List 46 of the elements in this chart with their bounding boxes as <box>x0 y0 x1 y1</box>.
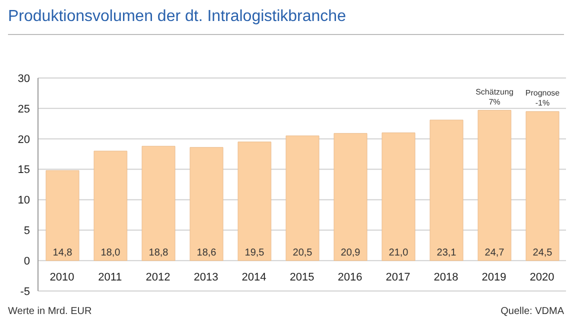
bar <box>94 150 128 261</box>
y-tick-label: -5 <box>20 286 30 298</box>
y-tick-label: 20 <box>18 134 30 146</box>
y-tick-label: 5 <box>24 225 30 238</box>
bar <box>430 120 464 261</box>
data-label: 20,5 <box>292 248 313 259</box>
data-label: 18,8 <box>148 248 169 259</box>
y-tick-label: 0 <box>24 255 30 268</box>
text: Werte in Mrd. EUR <box>8 306 92 317</box>
data-label: 20,9 <box>340 248 361 259</box>
bar <box>238 142 272 261</box>
x-tick-label: 2018 <box>434 271 458 284</box>
x-tick-label: 2014 <box>242 271 266 284</box>
bar <box>478 110 512 261</box>
y-tick-label: 15 <box>18 164 30 176</box>
data-label: 21,0 <box>388 248 409 259</box>
x-tick-label: 2013 <box>194 271 218 284</box>
data-label: 19,5 <box>244 248 265 259</box>
x-tick-label: 2010 <box>50 271 74 284</box>
annotation: Schätzung 7% <box>476 87 514 106</box>
data-label: 23,1 <box>436 248 457 259</box>
x-tick-label: 2015 <box>290 271 314 284</box>
x-tick-label: 2011 <box>98 271 122 284</box>
y-tick-label: 10 <box>18 194 30 207</box>
bar <box>334 133 368 261</box>
y-tick-label: 25 <box>18 103 30 116</box>
x-tick-label: 2020 <box>530 271 554 284</box>
bar <box>190 147 224 261</box>
data-label: 24,7 <box>484 248 505 259</box>
source-note: Quelle: VDMA <box>500 306 564 317</box>
data-label: 24,5 <box>532 248 553 259</box>
data-label: 18,0 <box>100 248 121 259</box>
x-tick-label: 2017 <box>386 271 410 284</box>
bar <box>142 146 176 261</box>
bar <box>382 132 416 261</box>
bar <box>286 136 320 261</box>
annotation: Prognose -1% <box>525 88 560 108</box>
data-label: 18,6 <box>196 248 217 259</box>
data-label: 14,8 <box>52 248 73 259</box>
y-tick-label: 30 <box>18 72 30 85</box>
bar <box>526 111 560 261</box>
chart-title: Produktionsvolumen der dt. Intralogistikbranche <box>8 8 346 26</box>
bar <box>46 170 80 261</box>
x-tick-label: 2012 <box>146 271 170 284</box>
x-tick-label: 2016 <box>338 271 362 284</box>
x-tick-label: 2019 <box>482 271 506 284</box>
